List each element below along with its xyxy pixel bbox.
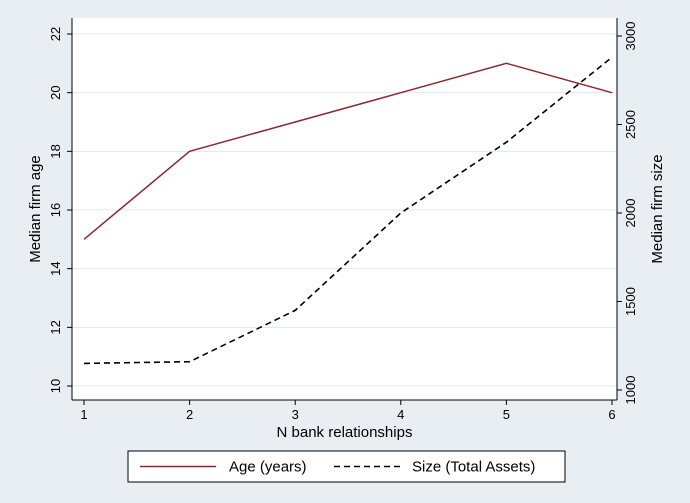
y-right-tick-label: 1500: [623, 287, 638, 316]
y-left-tick-label: 10: [48, 379, 63, 393]
series-layer: [83, 56, 613, 365]
legend-label-size: Size (Total Assets): [412, 459, 535, 476]
y-left-tick-label: 14: [48, 261, 63, 275]
y-right-tick-label: 2000: [623, 199, 638, 228]
x-tick-label: 6: [608, 407, 615, 422]
y-right-tick-label: 3000: [623, 22, 638, 51]
plot-area: [72, 18, 617, 400]
x-tick-label: 5: [503, 407, 510, 422]
series-line-size: [83, 56, 613, 365]
plot-background: [72, 18, 617, 400]
y-left-tick-label: 16: [48, 203, 63, 217]
x-tick-label: 3: [292, 407, 299, 422]
series-line-age: [83, 62, 613, 240]
y-left-tick-label: 20: [48, 85, 63, 99]
x-tick-label: 2: [186, 407, 193, 422]
y-right-tick-label: 1000: [623, 376, 638, 405]
x-tick-label: 4: [397, 407, 404, 422]
y-left-tick-label: 18: [48, 144, 63, 158]
legend: Age (years) Size (Total Assets): [127, 450, 566, 483]
y-axis-left-title: Median firm age: [27, 155, 44, 263]
legend-label-age: Age (years): [229, 459, 307, 476]
y-left-tick-label: 22: [48, 27, 63, 41]
y-right-tick-label: 2500: [623, 110, 638, 139]
x-axis-title: N bank relationships: [277, 424, 413, 441]
x-tick-label: 1: [80, 407, 87, 422]
gridlines: [72, 33, 617, 387]
y-left-tick-label: 12: [48, 320, 63, 334]
y-axis-right-title: Median firm size: [649, 154, 666, 263]
